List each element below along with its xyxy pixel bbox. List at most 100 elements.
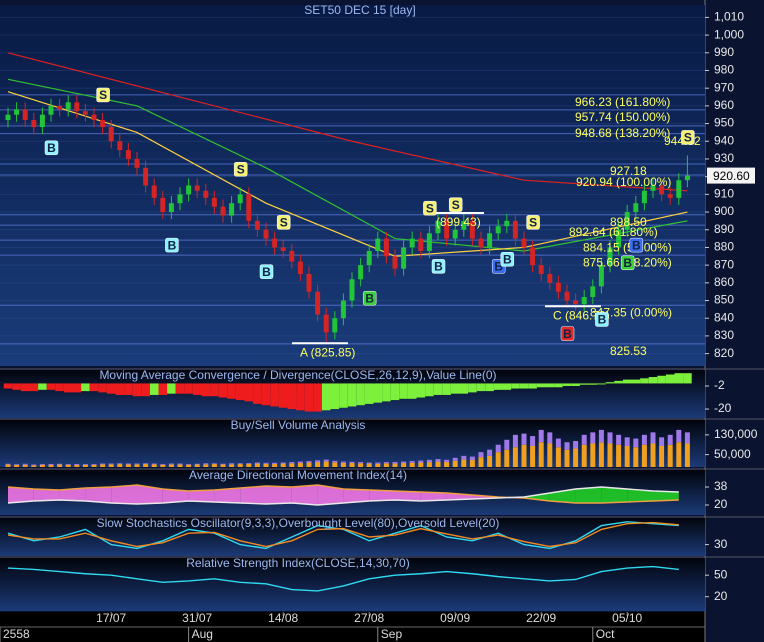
volume-bar xyxy=(220,463,226,465)
y-tick-label: -2 xyxy=(714,378,725,392)
histogram-bar xyxy=(201,383,211,397)
y-tick-label: 830 xyxy=(714,328,734,342)
band-fill xyxy=(317,485,344,505)
volume-bar xyxy=(74,465,80,467)
volume-bar xyxy=(315,462,321,467)
histogram-bar xyxy=(597,383,606,385)
level-label: 920.94 (100.00%) xyxy=(576,175,671,189)
indicator-line xyxy=(7,484,679,504)
histogram-bar xyxy=(364,383,374,404)
y-tick-label: 940 xyxy=(714,133,734,147)
histogram-bar xyxy=(373,383,383,403)
histogram-bar xyxy=(278,383,288,408)
histogram-bar xyxy=(433,383,443,395)
volume-bar xyxy=(452,460,458,467)
candle-body xyxy=(633,203,639,213)
level-label: 927.18 xyxy=(610,164,647,178)
candle-body xyxy=(392,256,398,269)
month-label: 2558 xyxy=(3,627,30,641)
histogram-bar xyxy=(390,383,400,401)
histogram-bar xyxy=(640,378,649,384)
signal-box xyxy=(259,264,274,279)
signal-box xyxy=(431,259,446,274)
candle-body xyxy=(624,212,630,230)
panel-title: Slow Stochastics Oscillator(9,3,3),Overb… xyxy=(97,516,500,530)
candle-body xyxy=(487,233,493,248)
volume-bar xyxy=(289,462,295,464)
volume-bar xyxy=(160,464,166,467)
histogram-bar xyxy=(657,375,666,384)
histogram-bar xyxy=(167,383,176,394)
histogram-bar xyxy=(63,383,73,393)
volume-bar xyxy=(340,462,346,467)
signal-box xyxy=(96,87,110,103)
candle-body xyxy=(504,220,510,227)
candle-body xyxy=(211,197,217,207)
signal-label: S xyxy=(237,162,245,176)
volume-bar xyxy=(194,464,200,467)
volume-bar xyxy=(125,463,131,465)
volume-bar xyxy=(14,464,20,466)
x-tick-label: 22/09 xyxy=(526,611,556,625)
y-tick-label: 960 xyxy=(714,98,734,112)
histogram-bar xyxy=(425,383,434,397)
volume-bar xyxy=(487,449,493,456)
histogram-bar xyxy=(132,383,142,397)
volume-bar xyxy=(186,464,192,465)
volume-bar xyxy=(211,463,217,465)
x-tick-label: 27/08 xyxy=(354,611,384,625)
candle-body xyxy=(332,318,338,333)
candle-body xyxy=(366,250,372,266)
volume-bar xyxy=(392,463,398,467)
volume-bar xyxy=(272,464,278,467)
volume-bar xyxy=(487,455,493,467)
volume-bar xyxy=(349,463,355,467)
last-price-tag xyxy=(707,167,755,184)
volume-bar xyxy=(151,463,157,465)
volume-bar xyxy=(495,452,501,467)
volume-bar xyxy=(74,464,80,466)
volume-bar xyxy=(48,464,54,466)
volume-bar xyxy=(168,463,174,465)
histogram-bar xyxy=(450,383,460,394)
candle-body xyxy=(48,105,54,115)
volume-bar xyxy=(203,463,209,465)
month-label: Oct xyxy=(596,627,615,641)
signal-box xyxy=(423,200,437,216)
signal-box xyxy=(681,130,695,145)
histogram-bar xyxy=(493,383,503,390)
volume-bar xyxy=(246,463,252,464)
signal-label: B xyxy=(632,238,641,252)
volume-bar xyxy=(246,463,252,467)
histogram-bar xyxy=(485,383,494,392)
x-tick-label: 17/07 xyxy=(96,611,126,625)
candle-body xyxy=(521,238,527,248)
volume-bar xyxy=(521,433,527,445)
candle-body xyxy=(117,141,123,151)
indicator-line xyxy=(7,521,679,548)
candle-body xyxy=(306,273,312,292)
histogram-bar xyxy=(579,383,589,385)
x-tick-label: 05/10 xyxy=(612,611,642,625)
level-label: 957.74 (150.00%) xyxy=(575,110,670,124)
volume-bar xyxy=(426,462,432,467)
signal-box xyxy=(595,312,609,327)
band-fill xyxy=(111,485,137,504)
volume-bar xyxy=(65,464,71,465)
volume-bar xyxy=(31,464,37,466)
histogram-bar xyxy=(12,383,21,390)
volume-bar xyxy=(504,439,510,450)
volume-bar xyxy=(444,459,450,463)
y-tick-label: 990 xyxy=(714,45,734,59)
band-fill xyxy=(291,485,318,505)
volume-bar xyxy=(650,443,656,467)
candle-body xyxy=(641,190,647,204)
histogram-bar xyxy=(502,383,512,390)
histogram-bar xyxy=(89,383,99,392)
histogram-bar xyxy=(38,383,47,390)
candle-body xyxy=(289,250,295,262)
histogram-bar xyxy=(227,383,236,399)
volume-bar xyxy=(573,448,579,467)
signal-label: B xyxy=(262,265,271,279)
level-label: 847.35 (0.00%) xyxy=(590,305,672,319)
